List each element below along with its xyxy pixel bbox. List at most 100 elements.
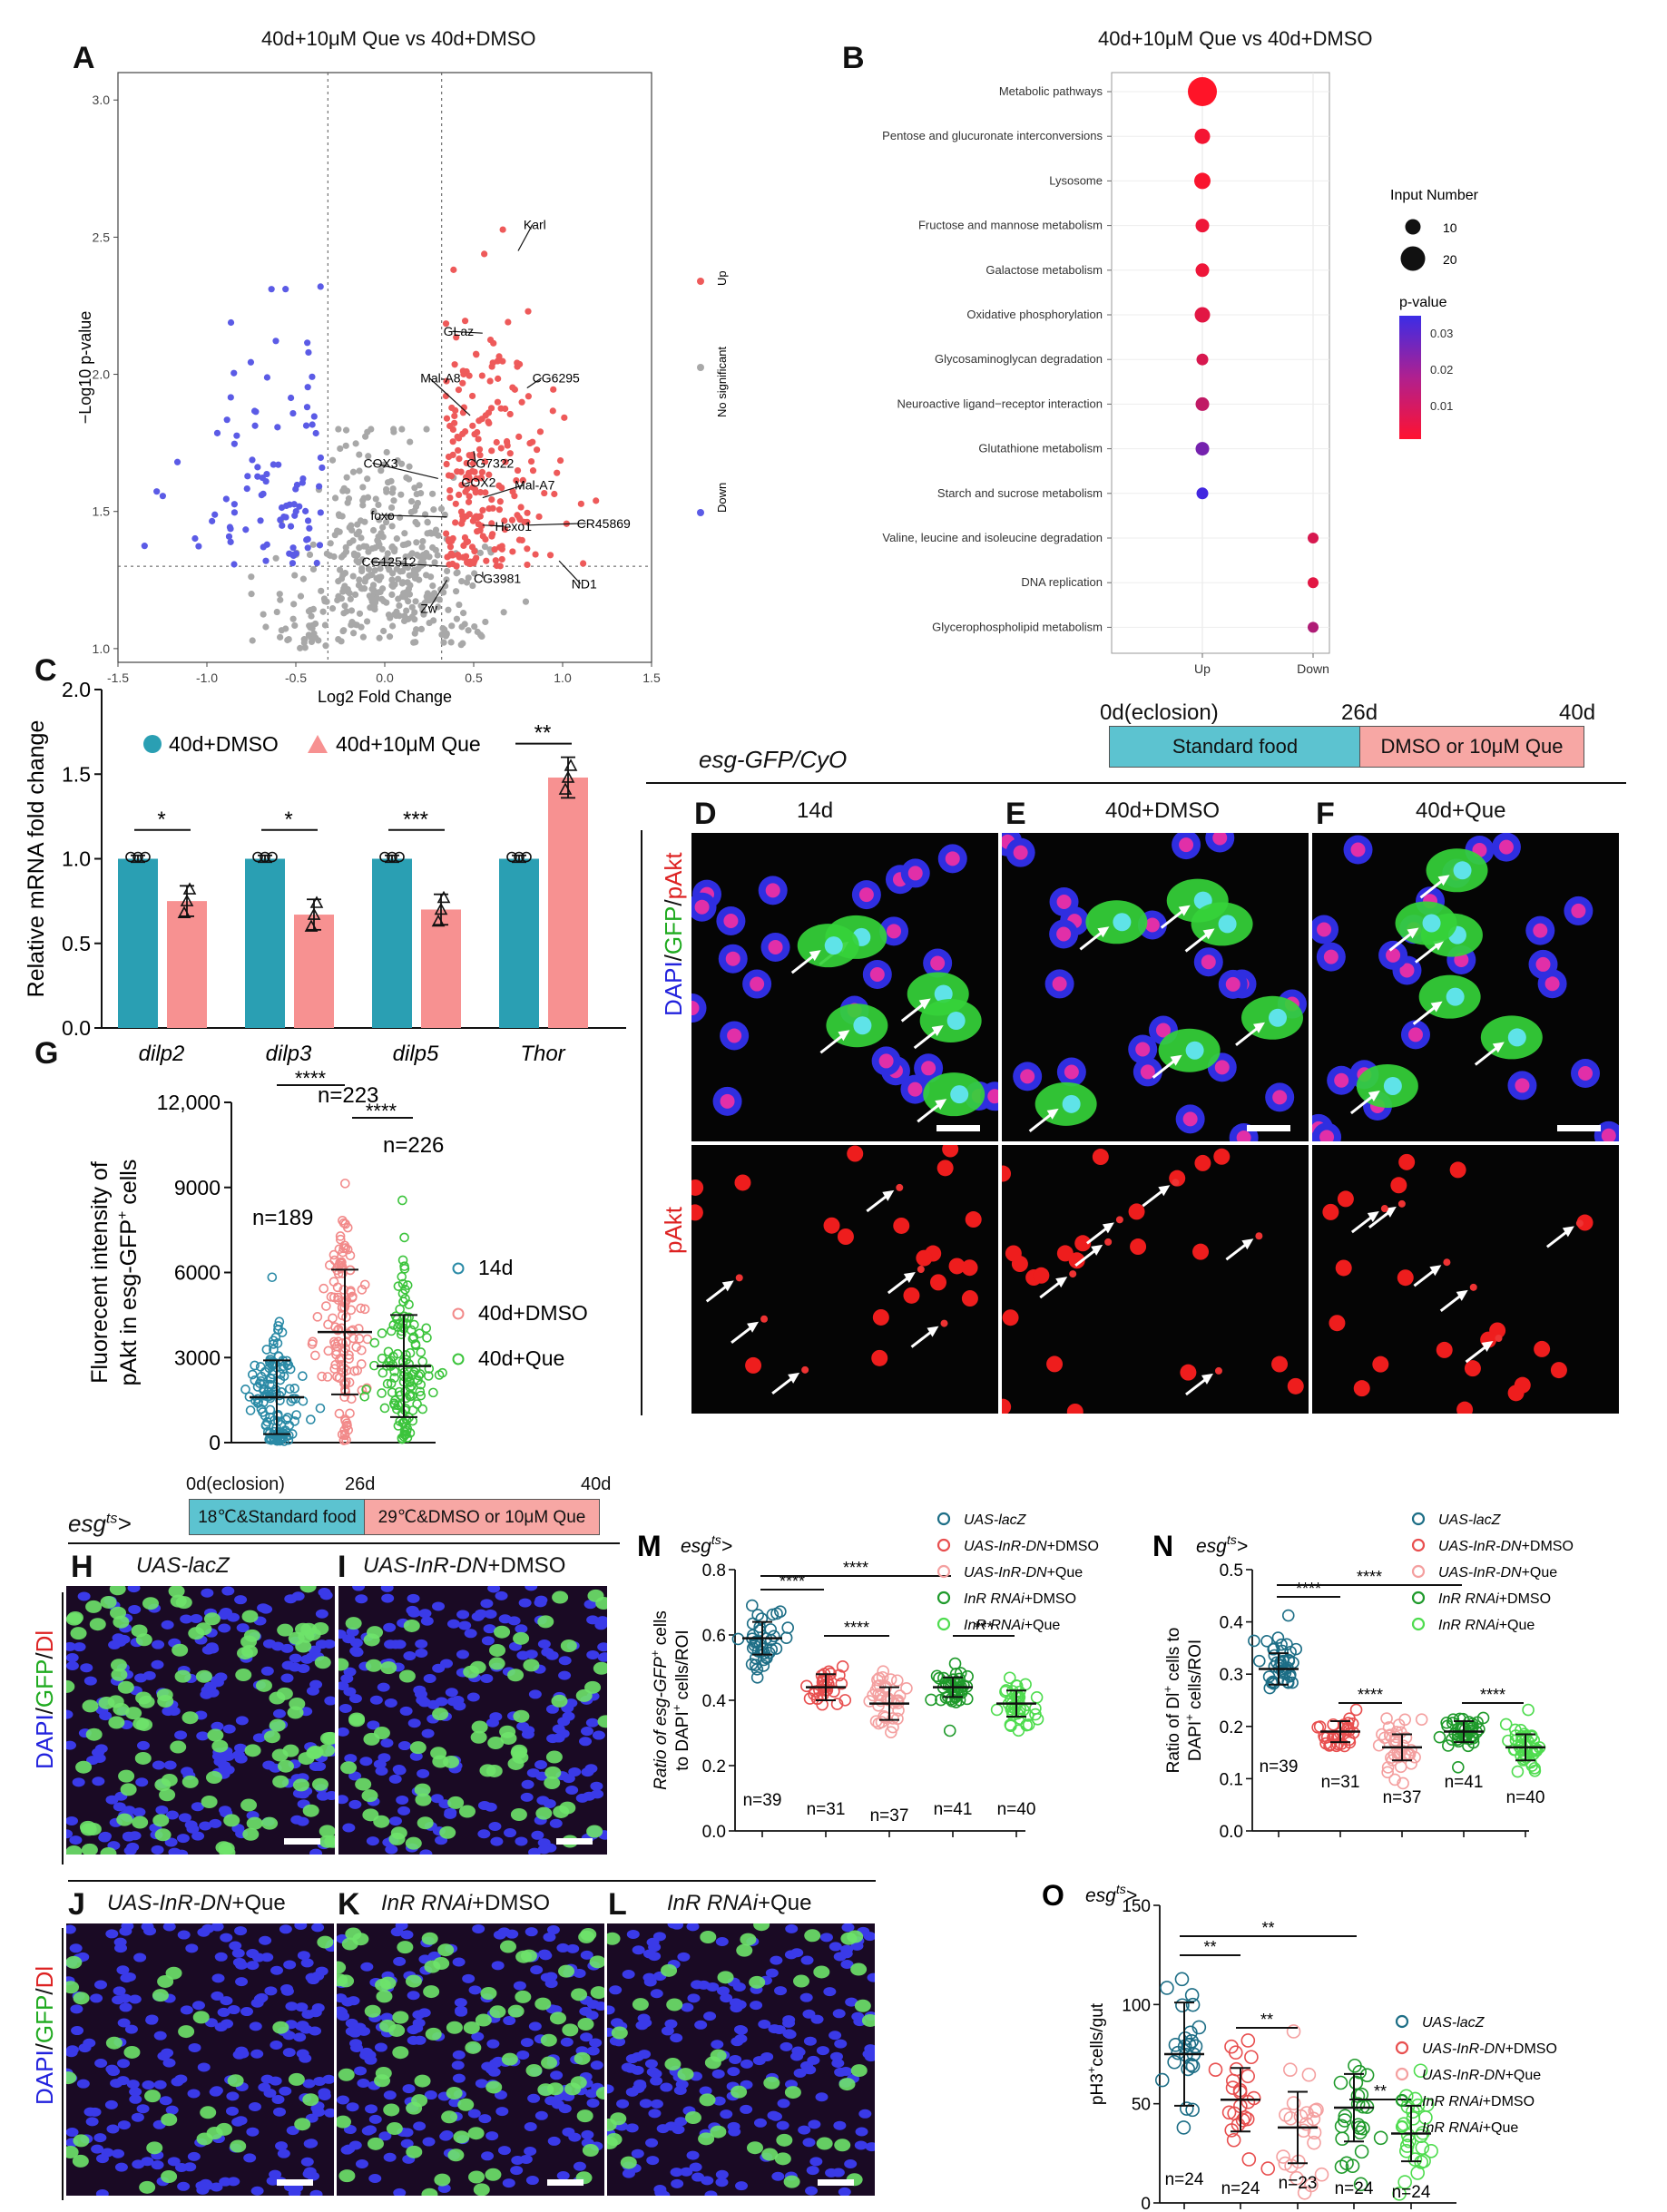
nucleus xyxy=(455,2007,468,2017)
nucleus xyxy=(694,2020,708,2030)
nucleus xyxy=(400,1930,414,1940)
up-point xyxy=(494,398,502,406)
arrow-head xyxy=(721,1280,734,1292)
down-point xyxy=(282,286,289,293)
ns-point xyxy=(388,523,396,530)
ns-point xyxy=(398,580,406,587)
nucleus xyxy=(393,1639,407,1649)
genotype-label: esgts> xyxy=(681,1532,732,1557)
gfp-nucleus xyxy=(1453,861,1472,880)
ns-point xyxy=(407,552,414,559)
nucleus xyxy=(838,2187,851,2196)
data-point xyxy=(284,1384,295,1395)
nucleus xyxy=(235,1977,249,1987)
replicate-point xyxy=(177,905,191,918)
arrow-head xyxy=(1241,1238,1254,1250)
down-point xyxy=(304,517,312,524)
ns-point xyxy=(435,532,442,539)
data-point xyxy=(1299,2117,1314,2131)
data-point xyxy=(1334,2119,1349,2134)
data-point xyxy=(322,1372,333,1382)
nucleus xyxy=(187,2089,201,2099)
arrow-head xyxy=(1158,1185,1171,1197)
up-point xyxy=(478,468,486,476)
gfp-cell xyxy=(499,1940,516,1953)
ns-point xyxy=(405,598,412,605)
gfp-cell xyxy=(152,1814,170,1827)
data-point xyxy=(405,1347,416,1358)
ns-point xyxy=(397,491,405,498)
gfp-cell xyxy=(699,2093,716,2107)
pakt-nucleus xyxy=(1213,1148,1231,1165)
data-point xyxy=(1433,1730,1446,1744)
data-point xyxy=(1185,2102,1200,2118)
nucleus xyxy=(66,2048,78,2058)
gfp-cell xyxy=(783,2175,800,2188)
up-point xyxy=(493,562,500,570)
ns-point xyxy=(424,590,431,597)
gfp-cell xyxy=(319,1825,335,1838)
pakt-spot xyxy=(1214,1366,1222,1375)
gfp-cell xyxy=(271,1748,289,1762)
ns-point xyxy=(349,573,357,580)
up-point xyxy=(454,468,461,475)
size-legend-dot xyxy=(1405,219,1421,235)
data-point xyxy=(890,1674,904,1688)
timeline1-standard-food: Standard food xyxy=(1109,726,1361,768)
legend-marker xyxy=(936,1617,951,1631)
ns-point xyxy=(338,638,345,645)
down-point xyxy=(304,544,311,552)
ns-point xyxy=(359,502,367,509)
timeline2-seg2: 29℃&DMSO or 10μM Que xyxy=(364,1499,600,1535)
legend-label: UAS-InR-DN+Que xyxy=(1422,2068,1541,2083)
divider-line-vertical-2 xyxy=(62,1592,64,1865)
micrograph-i xyxy=(338,1586,607,1855)
panel-i-title: UAS-InR-DN+DMSO xyxy=(363,1553,566,1578)
nucleus xyxy=(209,1818,222,1828)
up-point xyxy=(506,410,514,418)
down-point xyxy=(159,493,166,500)
enrichment-dot xyxy=(1188,77,1217,106)
nucleus xyxy=(546,1925,560,1935)
ns-point xyxy=(412,598,419,605)
data-point xyxy=(338,1218,349,1228)
ns-point xyxy=(476,631,485,639)
plot-frame xyxy=(1111,72,1330,654)
nucleus xyxy=(167,2157,181,2167)
nucleus xyxy=(639,2099,652,2109)
color-legend-tick: 0.01 xyxy=(1430,399,1453,413)
nucleus xyxy=(159,2096,172,2106)
data-point xyxy=(1304,2178,1319,2193)
nucleus xyxy=(673,2086,687,2096)
nucleus xyxy=(271,2095,285,2105)
nucleus xyxy=(586,1649,600,1659)
ns-point xyxy=(398,592,406,601)
ns-point xyxy=(423,572,430,579)
gfp-cell xyxy=(397,1941,414,1954)
nucleus xyxy=(585,1718,599,1728)
arrow-head xyxy=(747,1321,760,1333)
stain-label-dapi-gfp-pakt: DAPI/GFP/pAkt xyxy=(660,852,687,1016)
ns-point xyxy=(342,426,350,434)
nucleus xyxy=(844,2159,858,2169)
data-point xyxy=(310,1350,320,1361)
up-point xyxy=(469,460,477,467)
gfp-cell xyxy=(595,2087,604,2100)
up-point xyxy=(518,398,525,406)
enrichment-dot xyxy=(1195,396,1210,411)
ns-point xyxy=(358,585,366,592)
down-point xyxy=(289,560,297,567)
pathway-label: Pentose and glucuronate interconversions xyxy=(882,129,1103,142)
nucleus xyxy=(83,2107,97,2117)
nucleus-core xyxy=(878,1053,894,1069)
nucleus xyxy=(689,2162,702,2172)
gfp-cell xyxy=(161,1774,178,1787)
ns-point xyxy=(328,605,337,612)
gfp-cell xyxy=(348,1712,366,1726)
nucleus xyxy=(66,1641,77,1651)
ns-point xyxy=(419,537,427,545)
nucleus xyxy=(823,1987,837,1997)
data-point xyxy=(1030,1690,1044,1704)
pakt-nucleus xyxy=(871,1349,888,1366)
panel-label-a: A xyxy=(73,41,95,75)
